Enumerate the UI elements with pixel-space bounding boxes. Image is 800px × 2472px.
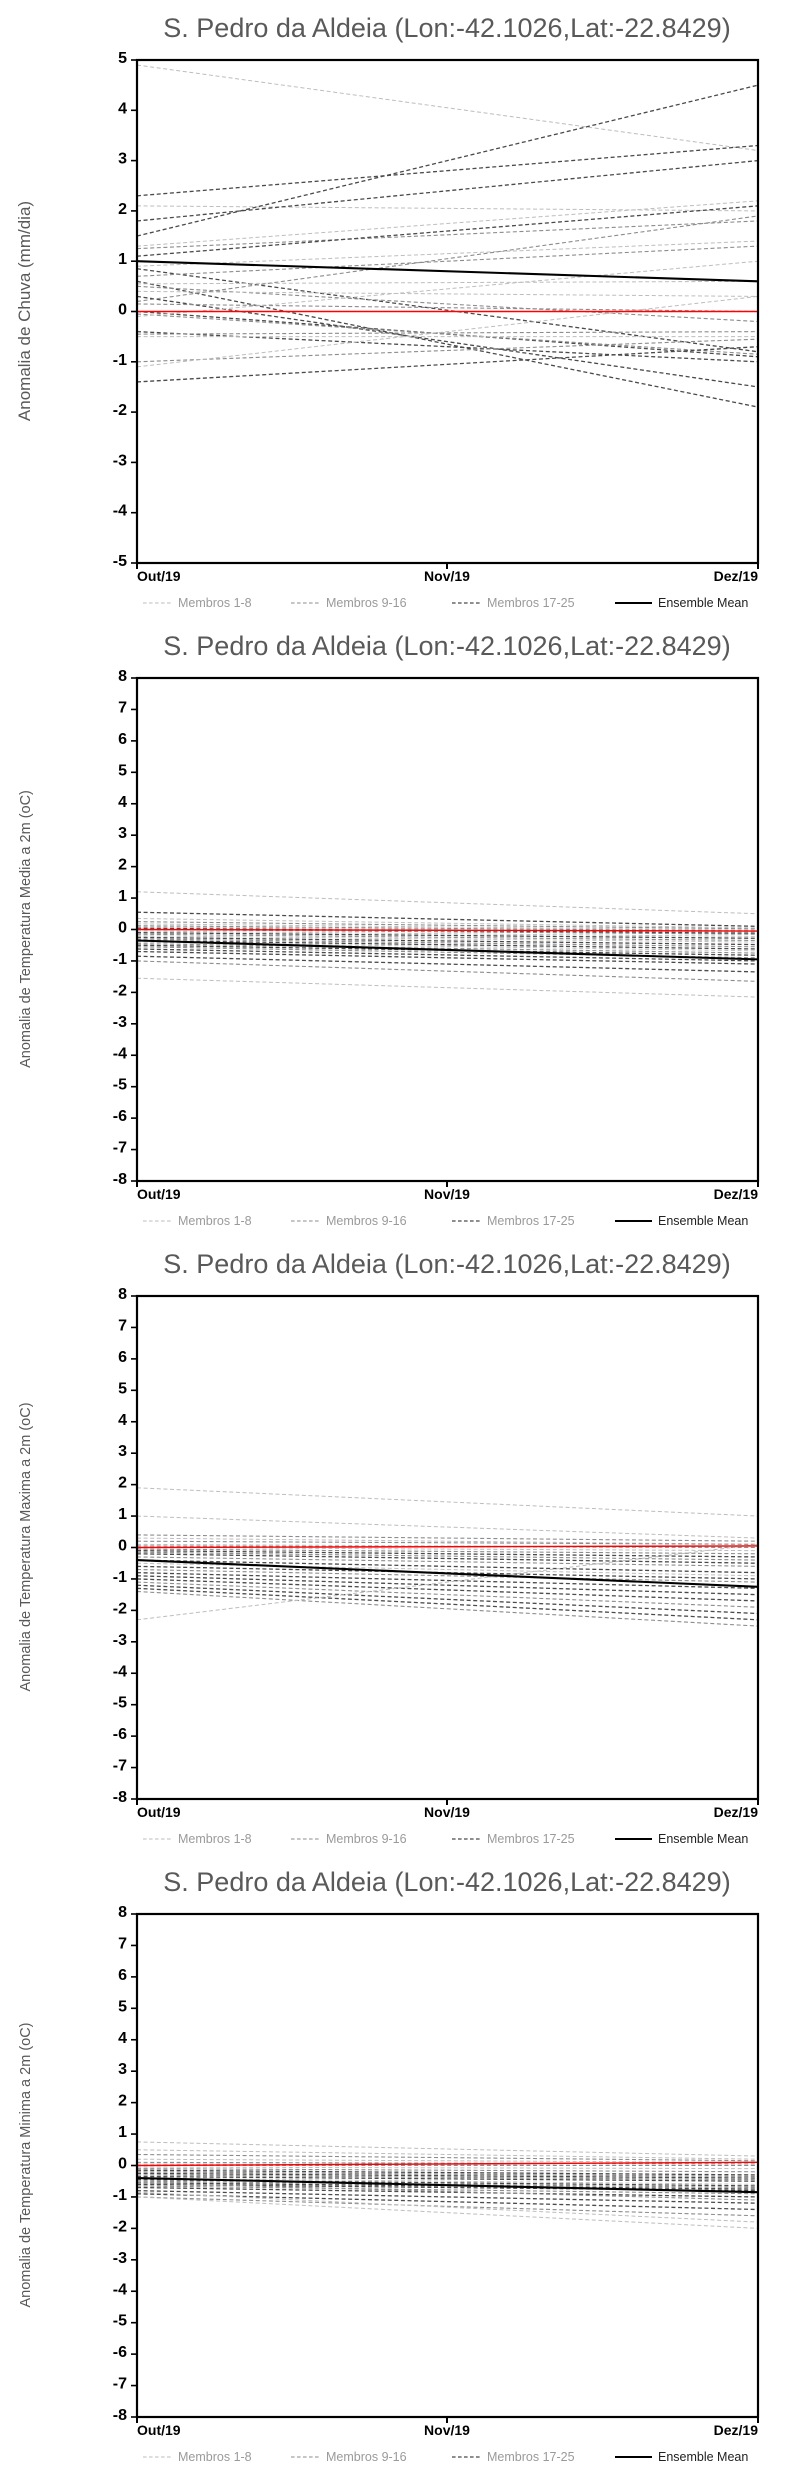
svg-text:-5: -5: [113, 1695, 127, 1712]
svg-text:7: 7: [118, 1317, 127, 1334]
svg-text:1: 1: [118, 888, 127, 905]
svg-text:Anomalia de Temperatura Minima: Anomalia de Temperatura Minima a 2m (oC): [18, 2022, 34, 2307]
svg-text:Membros 1-8: Membros 1-8: [178, 1832, 252, 1846]
svg-text:3: 3: [118, 825, 127, 842]
svg-text:Membros 17-25: Membros 17-25: [487, 1214, 575, 1228]
svg-text:Membros 9-16: Membros 9-16: [326, 596, 407, 610]
svg-text:-1: -1: [113, 951, 127, 968]
svg-text:-7: -7: [113, 1140, 127, 1157]
svg-text:3: 3: [118, 2061, 127, 2078]
svg-text:-8: -8: [113, 2407, 127, 2424]
svg-text:8: 8: [118, 1904, 127, 1921]
svg-text:5: 5: [118, 1380, 127, 1397]
svg-text:-1: -1: [113, 1569, 127, 1586]
svg-text:2: 2: [118, 1475, 127, 1492]
svg-text:-4: -4: [113, 1045, 127, 1062]
svg-text:7: 7: [118, 1935, 127, 1952]
svg-text:S. Pedro da Aldeia (Lon:-42.10: S. Pedro da Aldeia (Lon:-42.1026,Lat:-22…: [163, 1249, 730, 1279]
svg-text:0: 0: [118, 302, 127, 319]
svg-text:3: 3: [118, 151, 127, 168]
svg-text:4: 4: [118, 100, 127, 117]
svg-text:-3: -3: [113, 2250, 127, 2267]
svg-text:S. Pedro da Aldeia (Lon:-42.10: S. Pedro da Aldeia (Lon:-42.1026,Lat:-22…: [163, 1867, 730, 1897]
svg-text:Dez/19: Dez/19: [714, 568, 759, 584]
svg-text:Membros 1-8: Membros 1-8: [178, 2450, 252, 2464]
svg-text:-6: -6: [113, 1726, 127, 1743]
svg-text:4: 4: [118, 2030, 127, 2047]
svg-text:Out/19: Out/19: [137, 2422, 181, 2438]
svg-text:-3: -3: [113, 452, 127, 469]
svg-text:Nov/19: Nov/19: [424, 2422, 470, 2438]
svg-text:1: 1: [118, 1506, 127, 1523]
svg-text:-5: -5: [113, 2313, 127, 2330]
svg-text:-2: -2: [113, 982, 127, 999]
svg-text:-4: -4: [113, 503, 127, 520]
svg-text:-4: -4: [113, 1663, 127, 1680]
svg-text:Ensemble Mean: Ensemble Mean: [658, 2450, 748, 2464]
svg-text:-6: -6: [113, 1108, 127, 1125]
svg-text:S. Pedro da Aldeia (Lon:-42.10: S. Pedro da Aldeia (Lon:-42.1026,Lat:-22…: [163, 13, 730, 43]
svg-text:1: 1: [118, 2124, 127, 2141]
svg-text:8: 8: [118, 668, 127, 685]
svg-text:Ensemble Mean: Ensemble Mean: [658, 596, 748, 610]
svg-text:4: 4: [118, 1412, 127, 1429]
svg-text:-8: -8: [113, 1171, 127, 1188]
svg-text:Out/19: Out/19: [137, 1804, 181, 1820]
svg-text:-2: -2: [113, 1600, 127, 1617]
svg-text:6: 6: [118, 1349, 127, 1366]
svg-text:7: 7: [118, 699, 127, 716]
svg-text:Membros 9-16: Membros 9-16: [326, 1832, 407, 1846]
svg-text:-1: -1: [113, 352, 127, 369]
svg-text:4: 4: [118, 794, 127, 811]
svg-text:-3: -3: [113, 1014, 127, 1031]
svg-text:Nov/19: Nov/19: [424, 1186, 470, 1202]
svg-text:-3: -3: [113, 1632, 127, 1649]
svg-text:Out/19: Out/19: [137, 1186, 181, 1202]
svg-text:Anomalia de Temperatura Maxima: Anomalia de Temperatura Maxima a 2m (oC): [18, 1402, 34, 1691]
svg-text:-5: -5: [113, 1077, 127, 1094]
svg-text:-1: -1: [113, 2187, 127, 2204]
svg-text:-4: -4: [113, 2281, 127, 2298]
svg-text:2: 2: [118, 201, 127, 218]
svg-text:-5: -5: [113, 553, 127, 570]
svg-text:6: 6: [118, 731, 127, 748]
svg-text:5: 5: [118, 1998, 127, 2015]
svg-text:5: 5: [118, 762, 127, 779]
svg-text:S. Pedro da Aldeia (Lon:-42.10: S. Pedro da Aldeia (Lon:-42.1026,Lat:-22…: [163, 631, 730, 661]
svg-text:Nov/19: Nov/19: [424, 568, 470, 584]
svg-text:-7: -7: [113, 2376, 127, 2393]
svg-text:Dez/19: Dez/19: [714, 1186, 759, 1202]
svg-text:Dez/19: Dez/19: [714, 2422, 759, 2438]
svg-text:1: 1: [118, 251, 127, 268]
svg-text:-8: -8: [113, 1789, 127, 1806]
svg-text:-2: -2: [113, 2218, 127, 2235]
svg-text:Ensemble Mean: Ensemble Mean: [658, 1214, 748, 1228]
svg-text:Ensemble Mean: Ensemble Mean: [658, 1832, 748, 1846]
svg-text:0: 0: [118, 2156, 127, 2173]
svg-text:Membros 17-25: Membros 17-25: [487, 2450, 575, 2464]
svg-text:Membros 9-16: Membros 9-16: [326, 2450, 407, 2464]
svg-text:Dez/19: Dez/19: [714, 1804, 759, 1820]
svg-text:Anomalia de Temperatura Media: Anomalia de Temperatura Media a 2m (oC): [18, 790, 34, 1068]
svg-text:-7: -7: [113, 1758, 127, 1775]
svg-text:Nov/19: Nov/19: [424, 1804, 470, 1820]
svg-text:6: 6: [118, 1967, 127, 1984]
svg-text:2: 2: [118, 2093, 127, 2110]
svg-text:8: 8: [118, 1286, 127, 1303]
svg-text:Membros 1-8: Membros 1-8: [178, 1214, 252, 1228]
svg-text:5: 5: [118, 50, 127, 67]
svg-text:-6: -6: [113, 2344, 127, 2361]
svg-text:3: 3: [118, 1443, 127, 1460]
svg-text:Membros 17-25: Membros 17-25: [487, 596, 575, 610]
svg-text:Out/19: Out/19: [137, 568, 181, 584]
svg-text:0: 0: [118, 920, 127, 937]
svg-text:0: 0: [118, 1538, 127, 1555]
svg-text:2: 2: [118, 857, 127, 874]
svg-text:Membros 1-8: Membros 1-8: [178, 596, 252, 610]
svg-text:Anomalia de Chuva (mm/dia): Anomalia de Chuva (mm/dia): [15, 201, 34, 421]
svg-text:Membros 17-25: Membros 17-25: [487, 1832, 575, 1846]
svg-text:Membros 9-16: Membros 9-16: [326, 1214, 407, 1228]
svg-text:-2: -2: [113, 402, 127, 419]
